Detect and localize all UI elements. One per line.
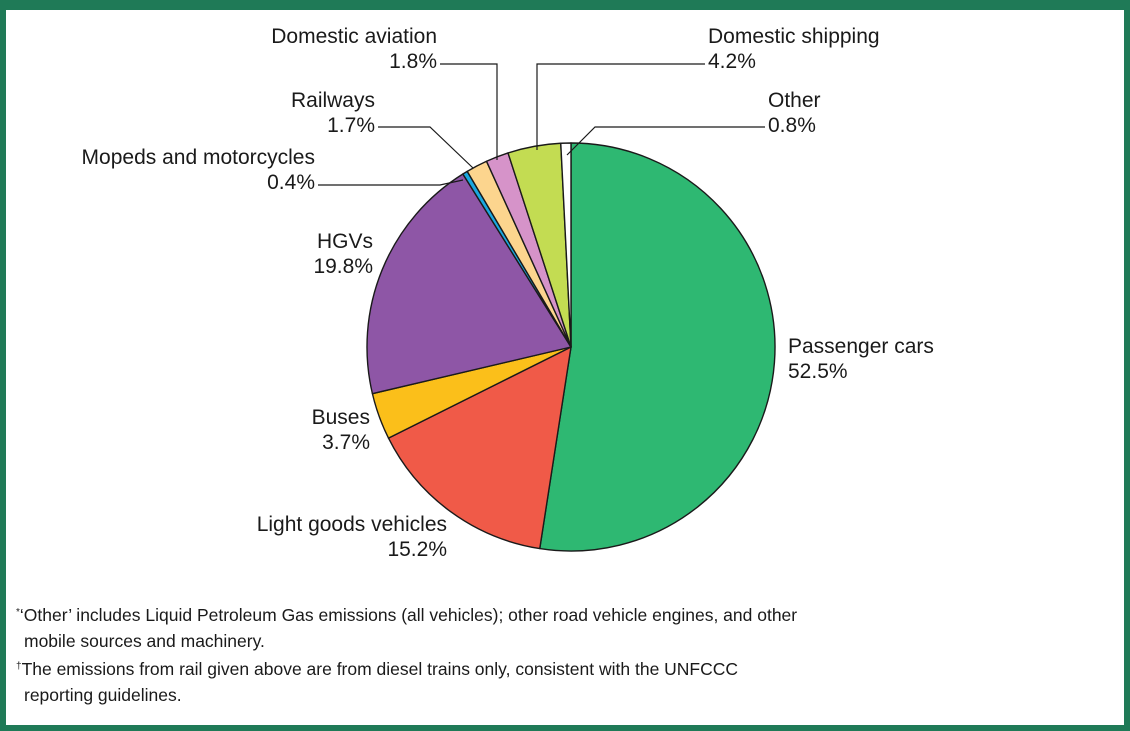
footnote-other: *‘Other’ includes Liquid Petroleum Gas e… bbox=[16, 600, 1016, 628]
footnote-rail-line1: The emissions from rail given above are … bbox=[21, 659, 739, 679]
slice-value-buses: 3.7% bbox=[322, 431, 370, 454]
footnote-other-line1: ‘Other’ includes Liquid Petroleum Gas em… bbox=[19, 605, 798, 625]
pie-slice-hgvs bbox=[366, 173, 572, 395]
pie-slice-other bbox=[560, 142, 572, 348]
leader-line-other bbox=[566, 126, 765, 156]
footnote-rail-mark: † bbox=[16, 661, 22, 672]
footnote-other-cont: mobile sources and machinery. bbox=[24, 631, 265, 651]
slice-label-other: Other bbox=[768, 89, 821, 112]
leader-line-mopeds-and-motorcycles bbox=[318, 179, 464, 186]
slice-value-other: 0.8% bbox=[768, 114, 816, 137]
slice-label-hgvs: HGVs bbox=[317, 230, 373, 253]
leader-line-railways bbox=[378, 126, 474, 169]
slice-label-railways: Railways bbox=[291, 89, 375, 112]
slice-value-mopeds-and-motorcycles: 0.4% bbox=[267, 171, 315, 194]
footnote-rail-cont: reporting guidelines. bbox=[24, 685, 182, 705]
pie-slice-light-goods-vehicles bbox=[387, 346, 572, 550]
slice-label-domestic-shipping: Domestic shipping bbox=[708, 25, 880, 48]
slice-label-passenger-cars: Passenger cars bbox=[788, 335, 934, 358]
leader-line-domestic-shipping bbox=[536, 63, 705, 150]
footnote-other-mark: * bbox=[16, 607, 20, 618]
slice-label-light-goods-vehicles: Light goods vehicles bbox=[257, 513, 447, 536]
pie-slice-passenger-cars bbox=[539, 142, 776, 552]
footnote-rail: †The emissions from rail given above are… bbox=[16, 654, 1016, 682]
slice-label-domestic-aviation: Domestic aviation bbox=[271, 25, 437, 48]
slice-value-passenger-cars: 52.5% bbox=[788, 360, 848, 383]
slice-label-buses: Buses bbox=[312, 406, 370, 429]
slice-label-mopeds-and-motorcycles: Mopeds and motorcycles bbox=[82, 146, 315, 169]
slice-value-domestic-shipping: 4.2% bbox=[708, 50, 756, 73]
slice-value-domestic-aviation: 1.8% bbox=[389, 50, 437, 73]
slice-value-light-goods-vehicles: 15.2% bbox=[387, 538, 447, 561]
leader-line-domestic-aviation bbox=[440, 63, 498, 160]
slice-value-hgvs: 19.8% bbox=[313, 255, 373, 278]
slice-value-railways: 1.7% bbox=[327, 114, 375, 137]
footnotes: *‘Other’ includes Liquid Petroleum Gas e… bbox=[16, 600, 1016, 708]
